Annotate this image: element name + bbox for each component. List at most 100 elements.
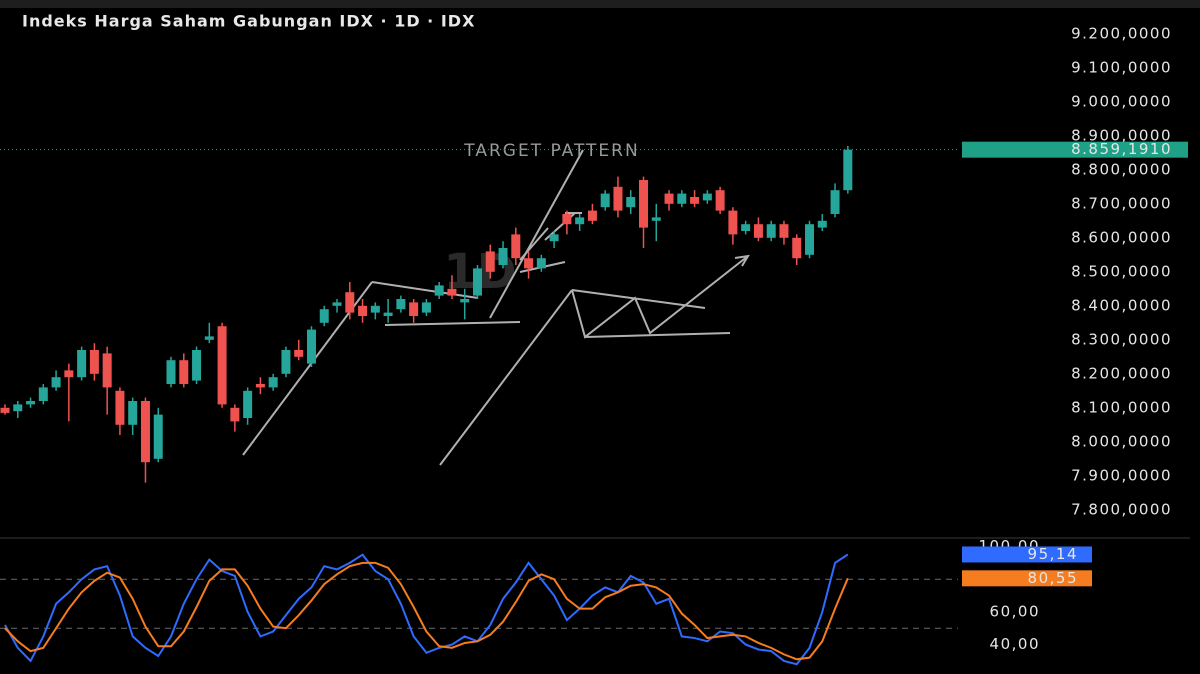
y-tick-label: 8.600,0000	[1071, 228, 1172, 246]
candle-body	[587, 210, 597, 221]
candle-body	[64, 370, 74, 378]
y-tick-label: 9.100,0000	[1071, 58, 1172, 76]
trend-line	[489, 149, 584, 319]
trend-line	[371, 281, 479, 299]
indicator-line	[4, 561, 849, 661]
y-tick-label: 7.900,0000	[1071, 466, 1172, 484]
candle-body	[447, 288, 457, 296]
candle-body	[690, 197, 700, 204]
y-tick-label: 8.500,0000	[1071, 262, 1172, 280]
y-tick-label: 8.400,0000	[1071, 296, 1172, 314]
candle-body	[498, 248, 508, 265]
y-tick-label: 8.300,0000	[1071, 330, 1172, 348]
candle-body	[217, 326, 227, 405]
candle-body	[332, 302, 342, 306]
chart-title: Indeks Harga Saham Gabungan IDX · 1D · I…	[22, 12, 475, 31]
y-tick-label: 8.900,0000	[1071, 126, 1172, 144]
candle-body	[741, 224, 751, 231]
last-price-box	[962, 141, 1188, 158]
candle-body	[677, 193, 687, 204]
candle-body	[0, 407, 10, 413]
last-price-label: 8.859,1910	[1071, 140, 1172, 158]
y-tick-label: 7.800,0000	[1071, 500, 1172, 518]
candle-body	[651, 217, 661, 221]
candle-body	[766, 224, 776, 238]
candle-body	[805, 224, 815, 255]
pattern-line	[571, 255, 749, 339]
candle-body	[549, 234, 559, 242]
candle-body	[830, 190, 840, 214]
candle-body	[383, 312, 393, 316]
candle-body	[128, 401, 138, 425]
candle-body	[153, 414, 163, 459]
candle-body	[192, 350, 202, 381]
candle-body	[753, 224, 763, 238]
y-tick-label: 9.200,0000	[1071, 24, 1172, 42]
candle-body	[204, 336, 214, 340]
candle-body	[179, 360, 189, 384]
candle-body	[472, 268, 482, 296]
candle-body	[77, 350, 87, 378]
trend-line	[384, 321, 521, 326]
trend-line	[571, 289, 706, 309]
candle-body	[421, 302, 431, 313]
y-tick-label: 8.800,0000	[1071, 160, 1172, 178]
value-label-box	[962, 546, 1092, 563]
candle-body	[166, 360, 176, 384]
candle-body	[639, 180, 648, 228]
candle-body	[115, 390, 125, 425]
candle-body	[728, 210, 738, 235]
candle-body	[102, 353, 112, 388]
candle-body	[358, 305, 368, 316]
top-bar	[0, 0, 1200, 8]
trend-line	[439, 289, 573, 466]
y-tick-label: 40,00	[990, 635, 1040, 653]
y-tick-label: 8.200,0000	[1071, 364, 1172, 382]
candle-body	[792, 237, 802, 259]
candle-body	[600, 193, 610, 208]
y-tick-label: 9.000,0000	[1071, 92, 1172, 110]
value-label: 80,55	[1028, 569, 1078, 587]
candle-body	[13, 404, 23, 412]
candle-body	[281, 350, 291, 374]
candle-body	[255, 384, 265, 388]
y-tick-label: 8.700,0000	[1071, 194, 1172, 212]
candle-body	[306, 329, 316, 364]
candle-body	[575, 217, 585, 225]
candle-body	[715, 190, 725, 211]
candle-body	[485, 251, 495, 272]
indicator-line	[4, 553, 849, 666]
candle-body	[817, 220, 827, 228]
candle-body	[38, 387, 48, 401]
candle-body	[664, 193, 674, 204]
candle-body	[626, 197, 636, 208]
drawings	[242, 149, 750, 466]
candle-body	[26, 401, 36, 405]
candle-body	[779, 224, 789, 238]
candle-body	[268, 377, 278, 388]
candle-body	[702, 193, 712, 201]
candle-body	[843, 149, 853, 191]
value-label: 95,14	[1028, 545, 1078, 563]
candle-body	[89, 350, 99, 374]
candle-body	[243, 390, 253, 418]
candle-body	[140, 401, 150, 463]
y-tick-label: 60,00	[990, 602, 1040, 620]
candle-body	[294, 350, 304, 357]
candle-body	[51, 377, 61, 388]
candle-body	[536, 258, 546, 269]
y-tick-label: 8.100,0000	[1071, 398, 1172, 416]
trend-line	[584, 332, 731, 338]
y-tick-label: 8.000,0000	[1071, 432, 1172, 450]
candle-body	[370, 305, 380, 313]
candle-body	[460, 299, 470, 303]
candle-body	[409, 302, 419, 316]
candle-body	[562, 214, 572, 225]
candle-body	[613, 186, 623, 211]
candle-body	[345, 292, 355, 313]
candle-body	[396, 299, 406, 310]
candle-body	[511, 234, 521, 259]
candle-body	[524, 258, 534, 269]
